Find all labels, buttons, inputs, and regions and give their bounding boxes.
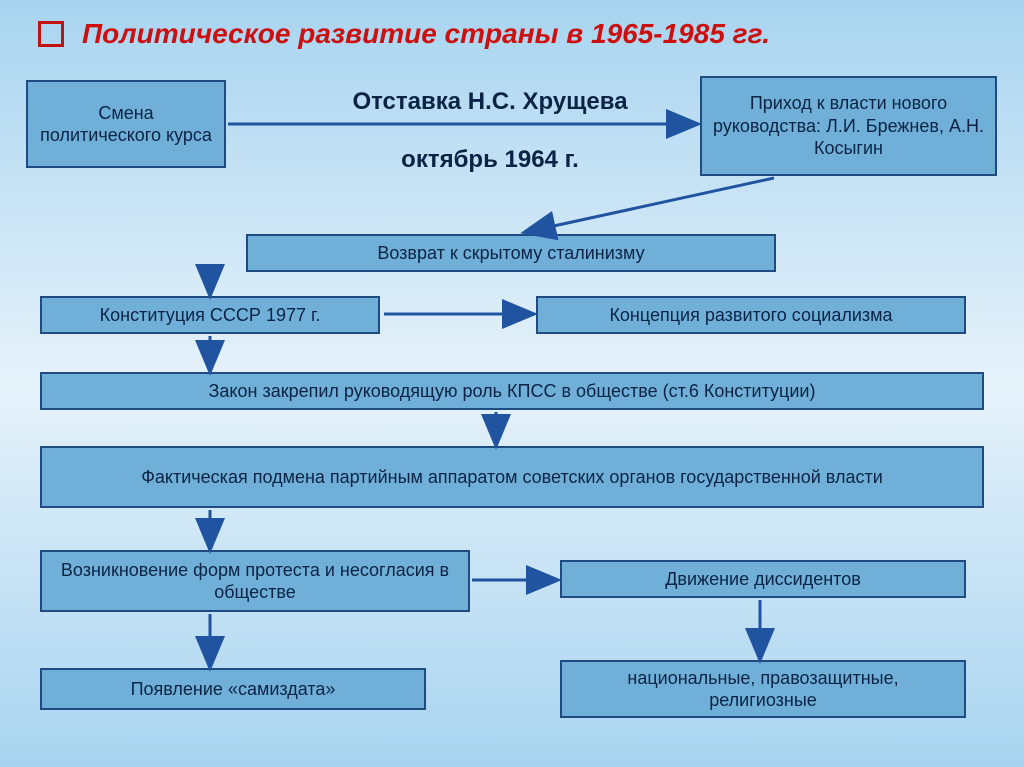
box-kpss-role: Закон закрепил руководящую роль КПСС в о… [40,372,984,410]
box-constitution: Конституция СССР 1977 г. [40,296,380,334]
box-protest: Возникновение форм протеста и несогласия… [40,550,470,612]
box-movements: национальные, правозащитные, религиозные [560,660,966,718]
box-stalinism: Возврат к скрытому сталинизму [246,234,776,272]
page-title: Политическое развитие страны в 1965-1985… [82,18,770,50]
bullet-icon [38,21,64,47]
box-course-change: Смена политического курса [26,80,226,168]
title-row: Политическое развитие страны в 1965-1985… [0,0,1024,50]
center-text-bottom: октябрь 1964 г. [290,146,690,174]
box-socialism: Концепция развитого социализма [536,296,966,334]
box-dissidents: Движение диссидентов [560,560,966,598]
box-party-apparatus: Фактическая подмена партийным аппаратом … [40,446,984,508]
box-samizdat: Появление «самиздата» [40,668,426,710]
box-new-leadership: Приход к власти нового руководства: Л.И.… [700,76,997,176]
center-text-top: Отставка Н.С. Хрущева [290,88,690,116]
